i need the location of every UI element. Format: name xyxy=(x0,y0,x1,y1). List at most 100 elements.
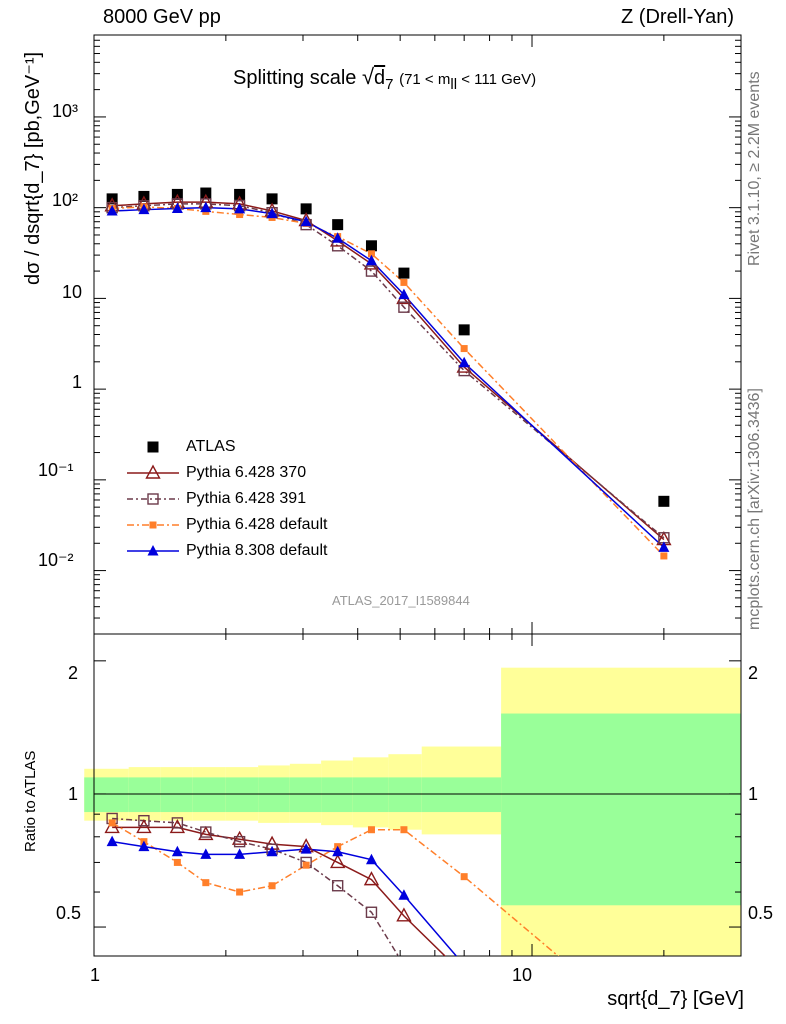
ratio-tick-label-2-left: 2 xyxy=(68,663,79,683)
legend-marker-p6def xyxy=(149,521,157,529)
series-line-p391 xyxy=(112,203,665,539)
data-point-p6def xyxy=(367,250,375,258)
ratio-tick-label-1-right: 1 xyxy=(748,784,759,804)
y-axis-label-ratio: Ratio to ATLAS xyxy=(22,750,39,852)
ratio-tick-label-2-right: 2 xyxy=(748,663,759,683)
ratio-point-p370 xyxy=(231,830,248,845)
y-tick-label-1e2: 10² xyxy=(52,190,79,210)
ratio-band-green xyxy=(421,777,502,813)
ratio-plot-frame xyxy=(93,633,742,957)
header-right: Z (Drell-Yan) xyxy=(621,6,734,28)
legend-markers xyxy=(127,441,179,556)
plot-title-main: Splitting scale xyxy=(233,67,357,89)
plot-title-var-sub: 7 xyxy=(385,76,394,93)
series-markers xyxy=(104,187,672,922)
ratio-point-p6def xyxy=(400,826,408,834)
data-point-p8def xyxy=(458,356,470,368)
data-point-p6def xyxy=(400,278,408,286)
ratio-band-green xyxy=(258,777,290,813)
ratio-point-p391 xyxy=(171,817,184,829)
ratio-point-p370 xyxy=(396,907,412,922)
data-point-p8def xyxy=(658,541,670,552)
legend-label-p391: Pythia 6.428 391 xyxy=(186,490,307,507)
data-point-p6def xyxy=(236,211,244,219)
y-tick-label-10: 10 xyxy=(62,282,83,302)
ratio-line-p6def xyxy=(111,822,560,956)
ratio-point-p391 xyxy=(138,814,150,827)
ratio-point-p6def xyxy=(173,858,181,866)
data-point-p8def xyxy=(300,215,312,227)
plot-title-range-prefix: (71 < m xyxy=(399,71,451,88)
ratio-point-p391 xyxy=(365,906,378,918)
y-tick-label-1: 1 xyxy=(72,372,83,392)
ratio-tick-label-0.5-right: 0.5 xyxy=(748,903,774,923)
y-tick-label-1e-1: 10⁻¹ xyxy=(38,460,74,480)
ratio-band-green xyxy=(501,713,741,906)
sqrt-symbol: √ xyxy=(361,64,375,89)
data-point-p391 xyxy=(398,301,410,313)
data-point-p8def xyxy=(266,207,278,219)
ratio-point-p370 xyxy=(363,871,380,886)
ratio-band-green xyxy=(192,777,226,813)
ratio-point-p8def xyxy=(106,835,118,847)
ratio-point-p6def xyxy=(108,819,116,827)
data-point-p8def xyxy=(234,202,246,214)
ratio-band-green xyxy=(225,777,259,813)
legend-marker-p8def xyxy=(147,545,159,556)
legend-label-p8def: Pythia 8.308 default xyxy=(186,542,328,559)
rivet-version-label: Rivet 3.1.10, ≥ 2.2M events xyxy=(746,71,763,266)
ratio-point-p391 xyxy=(233,835,246,848)
y-tick-label-1e3: 10³ xyxy=(52,101,79,121)
ratio-band-green xyxy=(128,777,161,813)
ratio-tick-label-1-left: 1 xyxy=(68,784,79,804)
analysis-label: ATLAS_2017_I1589844 xyxy=(332,593,470,608)
legend-label-atlas: ATLAS xyxy=(186,438,236,455)
header-left: 8000 GeV pp xyxy=(103,6,221,28)
ratio-point-p8def xyxy=(138,840,150,852)
atlas-data-point xyxy=(300,203,312,215)
ratio-point-p6def xyxy=(268,882,276,890)
atlas-data-point xyxy=(658,495,670,507)
ratio-point-p370 xyxy=(329,853,346,869)
ratio-point-p8def xyxy=(266,845,278,857)
data-point-p8def xyxy=(138,203,150,215)
ratio-band-green xyxy=(352,777,389,813)
atlas-data-point xyxy=(365,240,377,252)
ratio-point-p391 xyxy=(200,826,212,838)
data-point-p8def xyxy=(398,288,410,300)
atlas-data-point xyxy=(200,187,212,199)
ratio-point-p6def xyxy=(460,873,468,881)
ratio-point-p8def xyxy=(234,848,246,859)
ratio-point-p8def xyxy=(171,845,183,857)
data-point-p8def xyxy=(106,204,118,216)
atlas-data-point xyxy=(332,219,344,231)
legend-label-p6def: Pythia 6.428 default xyxy=(186,516,328,533)
y-axis-label-main: dσ / dsqrt{d_7} [pb,GeV⁻¹] xyxy=(22,51,44,285)
ratio-point-p8def xyxy=(200,848,212,859)
atlas-data-point xyxy=(234,188,246,200)
atlas-data-point xyxy=(458,324,470,336)
plot-title-var: d xyxy=(374,67,386,89)
axis-ticks xyxy=(93,34,742,956)
x-tick-label-10: 10 xyxy=(512,965,533,985)
ratio-tick-label-0.5-left: 0.5 xyxy=(56,903,82,923)
legend-marker-p370 xyxy=(145,464,161,479)
atlas-data-point xyxy=(266,193,278,205)
ratio-band-green xyxy=(160,777,193,813)
x-axis-label: sqrt{d_7} [GeV] xyxy=(607,988,744,1010)
ratio-line-p8def xyxy=(112,840,458,956)
ratio-point-p370 xyxy=(169,818,186,834)
series-line-p6def xyxy=(112,206,665,557)
ratio-point-p8def xyxy=(398,889,410,900)
ratio-band-green xyxy=(321,777,353,813)
ratio-band-green xyxy=(388,777,422,813)
ratio-band-green xyxy=(84,777,129,813)
ratio-point-p8def xyxy=(332,845,344,857)
data-point-p8def xyxy=(332,232,344,243)
ratio-point-p6def xyxy=(302,861,310,869)
series-line-p370 xyxy=(112,201,665,541)
plot-title-range-sub: ll xyxy=(450,76,458,93)
ratio-point-p370 xyxy=(136,818,152,834)
atlas-data-point xyxy=(398,267,410,279)
